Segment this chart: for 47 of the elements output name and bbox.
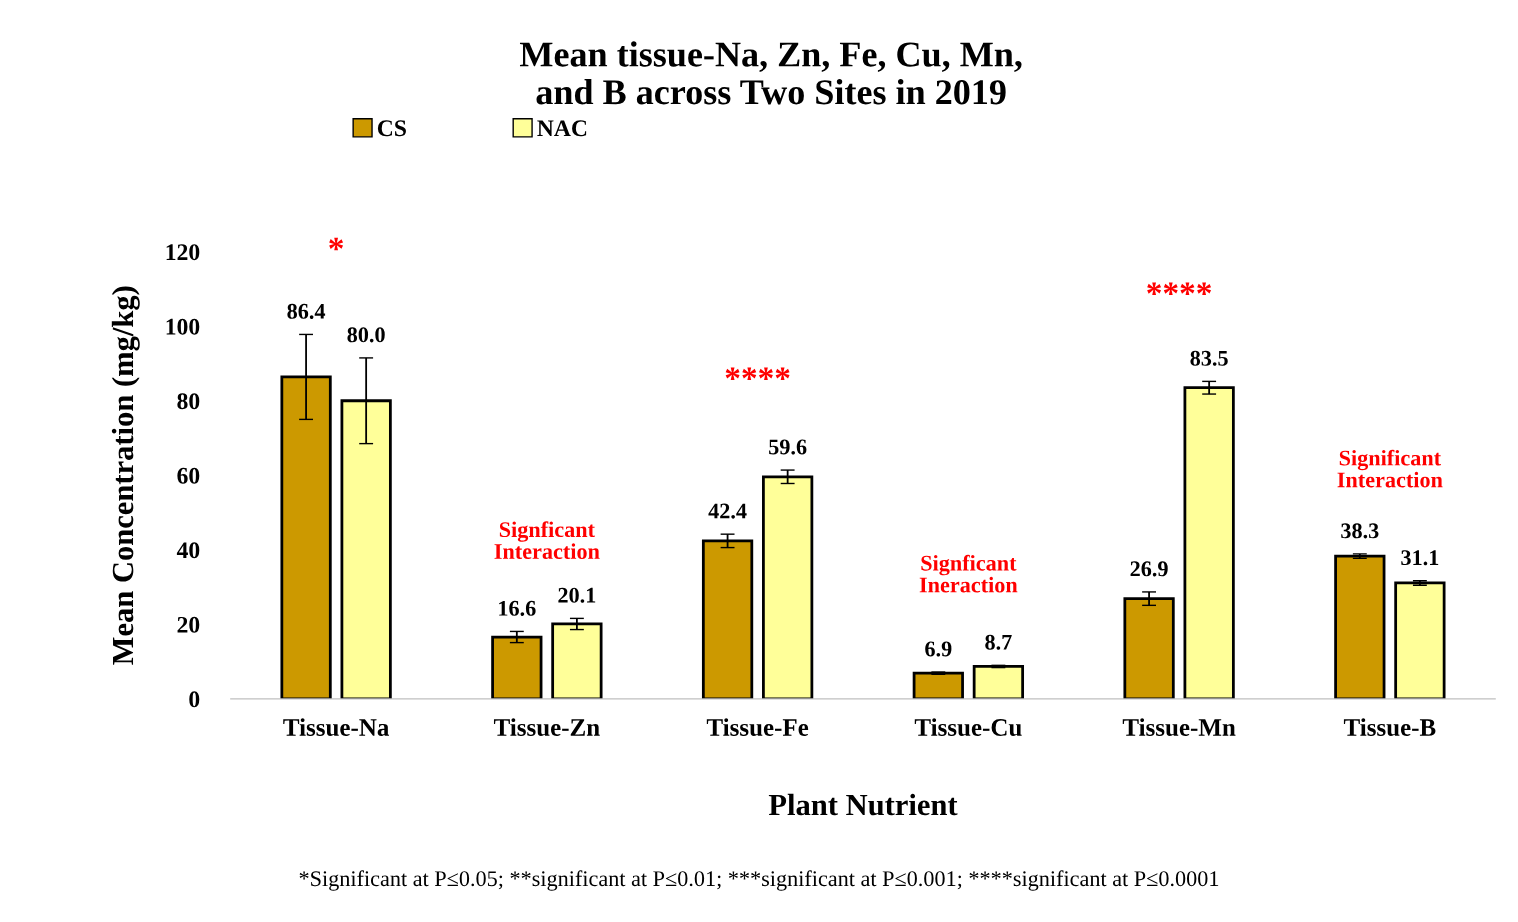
bar: [912, 671, 964, 699]
chart-title: Mean tissue-Na, Zn, Fe, Cu, Mn, and B across Two Sites in 2019: [519, 41, 1022, 105]
annotation: Signficant Interaction: [494, 521, 600, 559]
data-label: 8.7: [985, 634, 1012, 650]
text: *Significant at P≤0.05; **significant at P≤0.01; ***significant at P≤0.001; ****significant at P≤0.0001: [299, 870, 1219, 891]
data-label: 86.4: [287, 303, 326, 319]
legend-label: CS: [377, 120, 406, 137]
data-label: 42.4: [708, 503, 747, 519]
y-tick-label: 20: [177, 616, 200, 633]
x-axis-title: Plant Nutrient: [768, 793, 958, 816]
x-tick-label: Tissue-Fe: [706, 718, 809, 736]
bar: [1334, 554, 1386, 699]
annotation: Signficant Ineraction: [919, 554, 1018, 593]
data-label: 83.5: [1190, 350, 1228, 366]
annotation: ****: [725, 367, 790, 380]
data-label: 38.3: [1341, 523, 1379, 539]
data-label: 26.9: [1130, 561, 1168, 577]
data-label: 16.6: [499, 600, 536, 616]
bar: [551, 622, 603, 699]
bar: [1394, 581, 1446, 699]
data-label: 59.6: [769, 439, 807, 455]
y-tick-label: 60: [177, 467, 200, 484]
y-tick-label: 80: [177, 393, 200, 410]
x-tick-label: Tissue-Na: [283, 718, 389, 736]
data-label: 6.9: [925, 641, 952, 657]
bar: [972, 665, 1025, 699]
data-label: 80.0: [347, 327, 385, 343]
y-tick-label: 0: [189, 691, 200, 708]
x-tick-label: Tissue-Mn: [1122, 718, 1236, 736]
bar: [1183, 386, 1235, 699]
y-axis-title: Mean Concentration (mg/kg): [111, 286, 140, 665]
y-tick-label: 40: [176, 542, 200, 559]
bar: [762, 475, 814, 699]
x-tick-label: Tissue-Zn: [493, 718, 600, 736]
data-label: 31.1: [1401, 550, 1439, 566]
bar: [701, 539, 754, 699]
bar: [491, 635, 543, 699]
x-tick-label: Tissue-B: [1343, 718, 1436, 736]
data-label: 20.1: [558, 587, 596, 603]
annotation: ****: [1147, 282, 1212, 296]
legend-label: NAC: [537, 120, 587, 137]
x-tick-label: Tissue-Cu: [914, 718, 1022, 736]
y-tick-label: 100: [166, 318, 200, 335]
text: *: [329, 237, 344, 251]
y-tick-label: 120: [166, 244, 200, 261]
annotation: Significant Interaction: [1337, 449, 1443, 488]
bar: [1123, 597, 1175, 699]
